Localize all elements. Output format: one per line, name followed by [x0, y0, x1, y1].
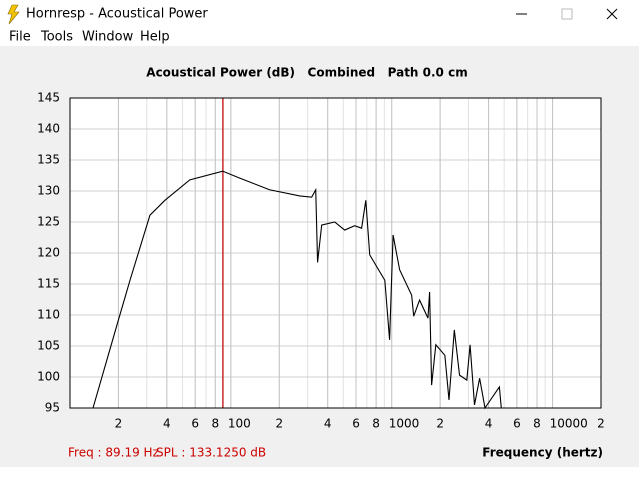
chart-title: Acoustical Power (dB) Combined Path 0.0 …	[146, 66, 467, 80]
y-tick-label: 125	[37, 215, 60, 229]
menu-item[interactable]: Help	[140, 30, 170, 45]
y-tick-label: 140	[37, 122, 60, 136]
x-tick-label: 6	[513, 417, 521, 431]
power-curve	[92, 170, 502, 410]
x-tick-label: 4	[163, 417, 171, 431]
menu-item[interactable]: Tools	[40, 30, 73, 45]
x-tick-label: 100	[228, 417, 251, 431]
status-spl: SPL : 133.1250 dB	[156, 446, 266, 460]
menu-bar	[0, 28, 639, 46]
title-bar	[0, 0, 639, 28]
x-tick-label: 8	[533, 417, 541, 431]
maximize-button[interactable]	[561, 8, 573, 20]
y-tick-label: 115	[37, 277, 60, 291]
status-freq: Freq : 89.19 Hz	[68, 446, 159, 460]
x-axis-label: Frequency (hertz)	[482, 446, 603, 460]
x-tick-label: 2	[597, 417, 605, 431]
marks	[69, 97, 602, 410]
x-tick-label: 10000	[550, 417, 588, 431]
menu-item[interactable]: Window	[82, 30, 134, 45]
bottom-strip	[0, 467, 639, 481]
y-tick-label: 130	[37, 184, 60, 198]
y-tick-label: 100	[37, 370, 60, 384]
y-tick-label: 105	[37, 339, 60, 353]
y-tick-label: 110	[37, 308, 60, 322]
x-tick-label: 8	[211, 417, 219, 431]
app-icon	[7, 4, 20, 25]
menu-item[interactable]: File	[9, 30, 31, 45]
plot-frame	[69, 97, 602, 409]
close-button[interactable]	[606, 8, 618, 20]
y-tick-label: 95	[45, 401, 60, 415]
x-tick-label: 2	[115, 417, 123, 431]
x-tick-label: 2	[275, 417, 283, 431]
x-tick-label: 1000	[389, 417, 420, 431]
window-title: Hornresp - Acoustical Power	[26, 7, 208, 22]
y-tick-label: 120	[37, 246, 60, 260]
x-tick-label: 6	[191, 417, 199, 431]
x-tick-label: 2	[436, 417, 444, 431]
x-tick-label: 8	[372, 417, 380, 431]
x-tick-label: 4	[324, 417, 332, 431]
x-tick-label: 6	[352, 417, 360, 431]
y-tick-label: 145	[37, 91, 60, 105]
x-tick-label: 4	[485, 417, 493, 431]
y-tick-label: 135	[37, 153, 60, 167]
